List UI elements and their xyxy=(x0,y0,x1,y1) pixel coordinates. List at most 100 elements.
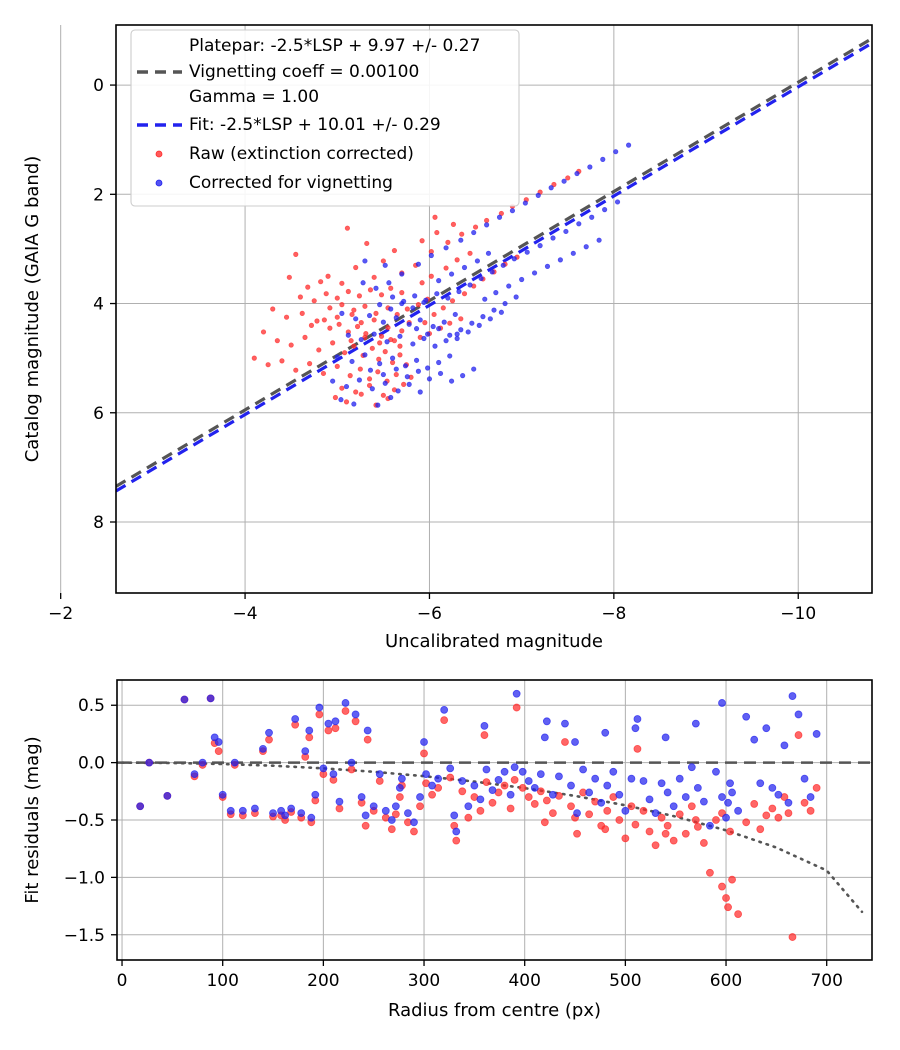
data-point xyxy=(336,321,342,327)
data-point xyxy=(351,401,357,407)
data-point xyxy=(488,786,497,795)
data-point xyxy=(567,781,575,790)
scatter-raw-top xyxy=(251,168,582,408)
data-point xyxy=(780,741,789,750)
data-point xyxy=(335,804,344,813)
data-point xyxy=(464,813,473,822)
data-point xyxy=(315,703,324,712)
data-point xyxy=(311,298,317,304)
data-point xyxy=(800,798,809,807)
data-point xyxy=(378,292,385,298)
data-point xyxy=(297,294,303,300)
data-point xyxy=(351,717,360,726)
data-point xyxy=(469,320,475,326)
data-point xyxy=(367,367,374,373)
data-point xyxy=(416,793,424,801)
data-point xyxy=(585,788,594,797)
data-point xyxy=(371,317,377,323)
data-point xyxy=(585,810,594,819)
data-point xyxy=(362,334,368,340)
data-point xyxy=(579,765,587,774)
data-point xyxy=(742,818,751,827)
data-point xyxy=(510,775,519,784)
data-point xyxy=(381,806,390,815)
data-point xyxy=(812,783,821,792)
data-point xyxy=(419,280,425,286)
data-point xyxy=(446,773,455,782)
data-point xyxy=(356,377,362,383)
data-point xyxy=(458,237,464,243)
data-point xyxy=(788,692,797,700)
data-point xyxy=(561,738,569,746)
data-point xyxy=(724,798,732,807)
data-point xyxy=(452,836,461,845)
data-point xyxy=(496,214,503,220)
data-point xyxy=(351,343,357,349)
data-point xyxy=(345,288,351,295)
data-point xyxy=(388,306,394,312)
data-point xyxy=(443,245,449,251)
data-point xyxy=(467,250,473,256)
x-tick-label-top: −6 xyxy=(417,604,442,624)
data-point xyxy=(436,326,442,332)
data-point xyxy=(450,811,459,820)
platepar-fit-line xyxy=(116,37,872,488)
data-point xyxy=(458,777,467,785)
data-point xyxy=(293,367,299,373)
data-point xyxy=(756,825,765,834)
data-point xyxy=(428,273,434,279)
data-point xyxy=(366,312,373,319)
data-point xyxy=(458,316,464,322)
data-point xyxy=(573,809,581,818)
data-point xyxy=(762,811,771,820)
data-point xyxy=(373,285,379,291)
y-tick-label-top: 6 xyxy=(93,404,104,424)
data-point xyxy=(421,299,427,306)
data-point xyxy=(762,724,771,733)
data-point xyxy=(361,811,370,820)
data-point xyxy=(371,274,377,280)
data-point xyxy=(450,221,457,227)
data-point xyxy=(353,316,359,322)
data-point xyxy=(476,322,482,328)
data-point xyxy=(316,347,322,353)
data-point xyxy=(324,726,333,735)
data-point xyxy=(410,827,418,836)
data-point xyxy=(784,798,793,807)
data-point xyxy=(536,787,545,796)
data-point xyxy=(428,790,436,799)
data-point xyxy=(788,933,797,941)
data-point xyxy=(327,305,333,311)
x-tick-label-bottom: 600 xyxy=(710,971,742,991)
data-point xyxy=(288,342,294,348)
data-point xyxy=(389,359,396,366)
best-fit-line xyxy=(116,41,872,493)
data-point xyxy=(367,287,374,293)
data-point xyxy=(345,332,351,338)
data-point xyxy=(335,797,344,806)
data-point xyxy=(774,790,783,799)
data-point xyxy=(417,317,423,323)
data-point xyxy=(399,300,405,307)
data-point xyxy=(488,798,497,807)
data-point xyxy=(518,783,527,792)
data-point xyxy=(362,303,368,309)
data-point xyxy=(625,142,632,148)
data-point xyxy=(393,371,399,378)
data-point xyxy=(551,181,557,188)
data-point xyxy=(384,339,390,345)
data-point xyxy=(190,770,199,778)
data-point xyxy=(341,699,350,707)
data-point xyxy=(454,331,460,337)
data-point xyxy=(476,806,485,815)
data-point xyxy=(756,779,765,788)
data-point xyxy=(412,293,418,299)
scatter-corrected-bottom xyxy=(136,689,821,836)
data-point xyxy=(718,793,726,801)
data-point xyxy=(369,386,375,392)
data-point xyxy=(724,903,732,912)
data-point xyxy=(706,821,714,830)
data-point xyxy=(742,712,751,721)
data-point xyxy=(361,821,370,830)
data-point xyxy=(768,804,777,813)
